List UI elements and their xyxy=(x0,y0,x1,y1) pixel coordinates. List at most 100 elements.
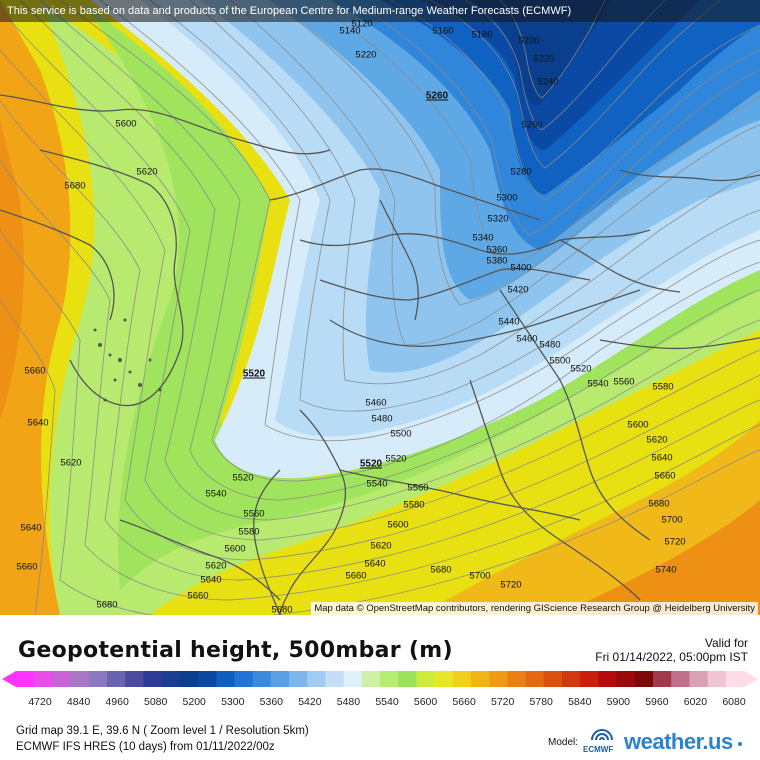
scale-cell xyxy=(452,671,472,687)
contour-label: 5580 xyxy=(403,499,425,511)
valid-label: Valid for xyxy=(704,636,748,650)
contour-label: 5340 xyxy=(472,232,494,244)
contour-label: 5740 xyxy=(655,564,677,576)
scale-cell xyxy=(198,671,217,687)
contour-label: 5680 xyxy=(430,564,452,576)
field-blue7 xyxy=(470,0,610,106)
islands xyxy=(93,318,162,402)
ecmwf-label: ECMWF xyxy=(583,745,614,754)
scale-tick-label: 5660 xyxy=(452,696,476,708)
contour-label: 5380 xyxy=(486,255,508,267)
contour-label: 5620 xyxy=(205,560,227,572)
scale-cell xyxy=(361,671,381,687)
scale-tick-label: 6020 xyxy=(683,696,708,708)
field-darkorange-se xyxy=(560,500,760,615)
scale-cell xyxy=(34,671,53,687)
contour-label: 5520 xyxy=(570,363,592,375)
contour-label: 5540 xyxy=(366,478,388,490)
scale-cell xyxy=(725,671,745,687)
model-info: ECMWF IFS HRES (10 days) from 01/11/2022… xyxy=(16,741,275,753)
contour-label: 5300 xyxy=(496,192,518,204)
contour-label: 5700 xyxy=(661,514,683,526)
scale-cell xyxy=(343,671,363,687)
contour-label: 5640 xyxy=(200,574,222,586)
grid-info: Grid map 39.1 E, 39.6 N ( Zoom level 1 /… xyxy=(16,725,309,737)
valid-time: Fri 01/14/2022, 05:00pm IST xyxy=(595,650,748,664)
weather-map[interactable]: This service is based on data and produc… xyxy=(0,0,760,615)
contour-label: 5660 xyxy=(16,561,38,573)
scale-cell xyxy=(216,671,235,687)
contour-label: 5560 xyxy=(613,376,635,388)
scale-cell xyxy=(307,671,326,687)
contour-label: 5620 xyxy=(136,166,158,178)
contour-label: 5220 xyxy=(355,49,377,61)
map-attribution[interactable]: Map data © OpenStreetMap contributors, r… xyxy=(311,602,758,615)
scale-arrow-left xyxy=(2,671,16,687)
valid-time-box: Valid for Fri 01/14/2022, 05:00pm IST xyxy=(595,636,748,664)
scale-tick-label: 5960 xyxy=(645,696,669,708)
scale-cell xyxy=(416,671,436,687)
contour-label: 5680 xyxy=(64,180,86,192)
contour-label: 5420 xyxy=(507,284,529,296)
scale-cell xyxy=(88,671,108,687)
contour-label: 5260 xyxy=(425,90,449,102)
scale-tick-label: 5480 xyxy=(336,696,361,708)
scale-tick-label: 5420 xyxy=(298,696,322,708)
contour-label: 5520 xyxy=(242,368,266,380)
scale-cell xyxy=(434,671,454,687)
country-borders xyxy=(0,94,760,615)
contour-label: 5600 xyxy=(387,519,409,531)
contour-label: 5220 xyxy=(533,53,555,65)
scale-ticks: 4720 4840 4960 5080 5200 5300 5360 5420 5480 5540… xyxy=(0,696,760,710)
contour-label: 5600 xyxy=(115,118,137,130)
contour-label: 5620 xyxy=(370,540,392,552)
contour-label: 5620 xyxy=(60,457,82,469)
scale-cell xyxy=(270,671,290,687)
scale-cell xyxy=(143,671,163,687)
scale-cell xyxy=(671,671,690,687)
color-scale xyxy=(2,671,758,687)
contour-label: 5660 xyxy=(345,570,367,582)
scale-cell xyxy=(125,671,144,687)
scale-tick-label: 5540 xyxy=(375,696,399,708)
scale-cell xyxy=(525,671,545,687)
scale-cell xyxy=(507,671,527,687)
scale-cell xyxy=(543,671,563,687)
contour-label: 5540 xyxy=(205,488,227,500)
scale-tick-label: 5840 xyxy=(568,696,592,708)
contour-label: 5620 xyxy=(646,434,668,446)
contour-label: 5660 xyxy=(654,470,676,482)
contour-label: 5560 xyxy=(243,508,265,520)
scale-cell xyxy=(234,671,254,687)
contour-label: 5180 xyxy=(471,29,493,41)
contour-label: 5460 xyxy=(516,333,538,345)
scale-tick-label: 5780 xyxy=(529,696,553,708)
contour-label: 5240 xyxy=(537,76,559,88)
scale-tick-label: 5360 xyxy=(259,696,284,708)
scale-tick-label: 5300 xyxy=(221,696,245,708)
contour-label: 5400 xyxy=(510,262,532,274)
scale-tick-label: 4960 xyxy=(105,696,129,708)
scale-cell xyxy=(70,671,90,687)
contour-label: 5500 xyxy=(390,428,412,440)
contour-label: 5600 xyxy=(627,419,649,431)
contour-label: 5280 xyxy=(510,166,532,178)
contour-label: 5580 xyxy=(238,526,260,538)
contour-label: 5720 xyxy=(664,536,686,548)
scale-arrow-right xyxy=(744,671,758,687)
ecmwf-banner: This service is based on data and produc… xyxy=(0,0,760,22)
contour-label: 5500 xyxy=(549,355,571,367)
scale-cell xyxy=(562,671,581,687)
scale-cell xyxy=(634,671,654,687)
contour-label: 5520 xyxy=(359,458,383,470)
scale-tick-label: 6080 xyxy=(722,696,746,708)
contour-lines xyxy=(0,0,760,615)
scale-cell xyxy=(289,671,308,687)
scale-cell xyxy=(489,671,508,687)
contour-label: 5120 xyxy=(351,18,373,30)
contour-label: 5520 xyxy=(385,453,407,465)
weather-us-logo[interactable]: weather.us xyxy=(624,729,733,754)
contour-label: 5260 xyxy=(521,119,543,131)
contour-label: 5320 xyxy=(487,213,509,225)
field-darkorange-west xyxy=(0,120,24,420)
